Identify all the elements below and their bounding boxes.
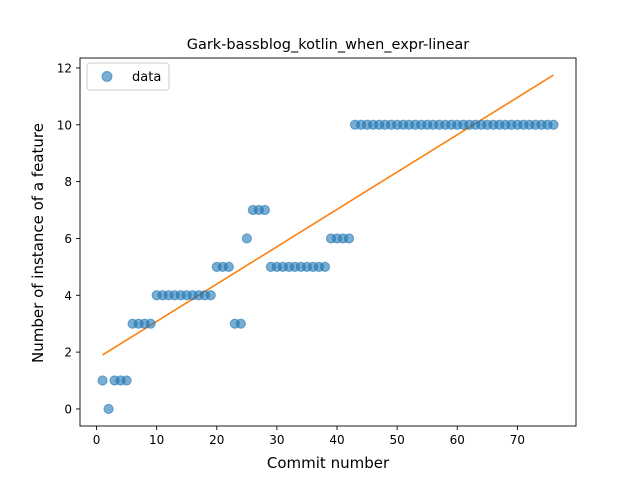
x-tick-label: 0 — [93, 433, 101, 447]
legend: data — [86, 62, 170, 91]
legend-box — [86, 62, 170, 91]
legend-marker — [101, 71, 113, 82]
x-tick-label: 10 — [149, 433, 164, 447]
y-axis-label: Number of instance of a feature — [29, 123, 47, 363]
data-point — [103, 403, 114, 415]
y-tick-label: 0 — [64, 402, 72, 416]
x-axis: 0 10 20 30 40 50 60 70 — [93, 426, 525, 447]
plot-frame — [79, 57, 577, 427]
data-point — [223, 261, 234, 272]
x-tick-label: 70 — [510, 433, 525, 447]
data-point — [319, 261, 331, 272]
y-tick-label: 8 — [64, 175, 72, 189]
x-tick-label: 30 — [269, 433, 284, 447]
x-tick-label: 50 — [389, 433, 404, 447]
data-point — [241, 233, 252, 244]
data-point — [145, 318, 156, 329]
x-tick-label: 40 — [329, 433, 344, 447]
y-tick-label: 4 — [64, 289, 72, 303]
data-points-layer — [97, 119, 559, 415]
x-axis-label: Commit number — [267, 454, 390, 472]
x-tick-label: 20 — [209, 433, 224, 447]
y-tick-label: 12 — [57, 61, 72, 75]
y-axis: 0 2 4 6 8 10 12 — [57, 61, 80, 416]
y-tick-label: 6 — [64, 232, 72, 246]
y-tick-label: 10 — [57, 118, 72, 132]
y-tick-label: 2 — [64, 346, 72, 360]
data-point — [121, 375, 132, 386]
legend-label: data — [132, 70, 161, 85]
data-point — [97, 375, 108, 386]
data-point — [235, 318, 246, 329]
data-point — [205, 290, 216, 301]
chart-title: Gark-bassblog_kotlin_when_expr-linear — [187, 37, 470, 53]
plot-area — [79, 57, 577, 427]
x-tick-label: 60 — [450, 433, 465, 447]
data-point — [259, 204, 270, 216]
data-point — [343, 233, 355, 244]
data-point — [548, 119, 559, 130]
